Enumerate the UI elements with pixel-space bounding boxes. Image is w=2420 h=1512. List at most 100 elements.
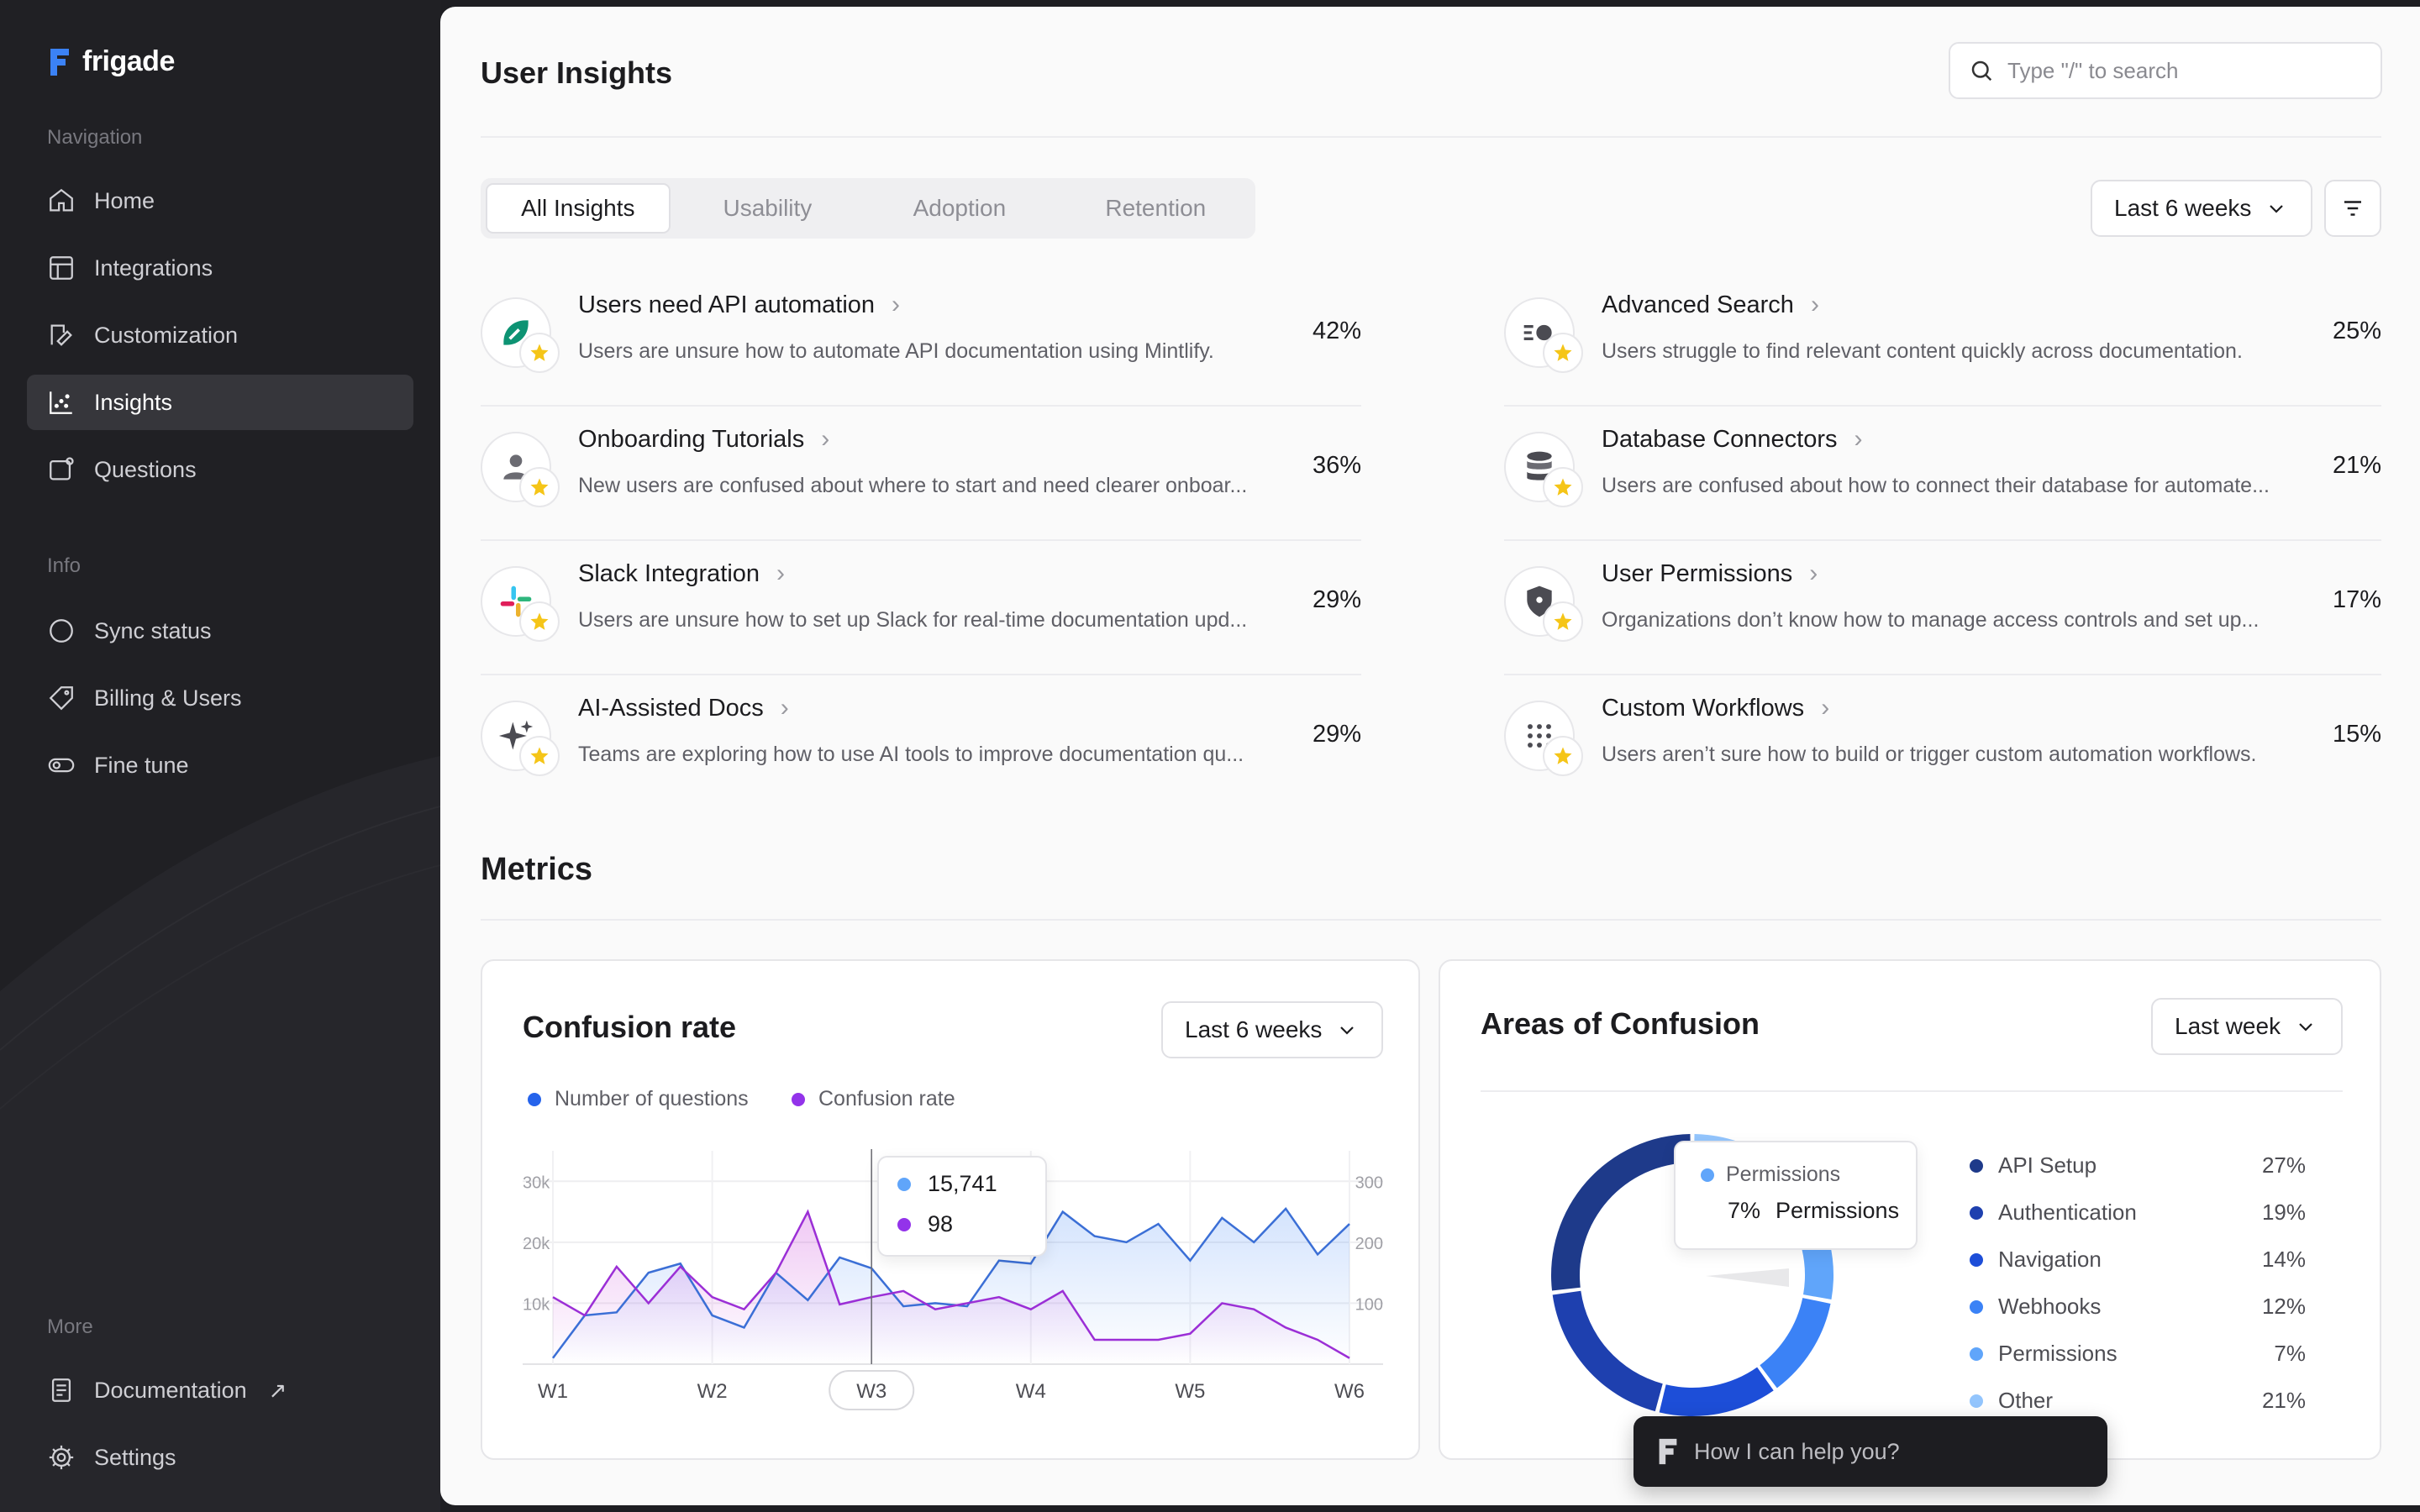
donut-slice-webhooks — [1760, 1298, 1831, 1389]
x-tick-highlight-pill — [829, 1370, 915, 1410]
legend-label: Number of questions — [555, 1087, 749, 1110]
sidebar-item-fine-tune[interactable]: Fine tune — [27, 738, 413, 793]
insight-title[interactable]: Advanced Search › — [1602, 291, 1819, 319]
insight-title[interactable]: Users need API automation › — [578, 291, 900, 319]
legend-value: 21% — [2261, 1388, 2306, 1413]
tab-usability[interactable]: Usability — [723, 195, 813, 221]
insight-percentage: 36% — [1312, 452, 1361, 479]
insight-title[interactable]: Database Connectors › — [1602, 425, 1863, 454]
insight-title[interactable]: AI-Assisted Docs › — [578, 694, 789, 722]
insight-badge — [519, 601, 560, 642]
range-dropdown[interactable]: Last 6 weeks — [2091, 180, 2312, 237]
sidebar-item-label: Integrations — [94, 255, 213, 281]
insight-title-text: Custom Workflows — [1602, 694, 1805, 722]
chart-tooltip: 15,741 98 — [877, 1156, 1047, 1257]
search-box[interactable] — [1949, 42, 2382, 99]
confusion-line-chart[interactable]: 30k 20k 10k 300 200 100 W1 W2 W3 W4 W5 W6 — [482, 961, 1422, 1462]
sidebar-item-label: Home — [94, 187, 155, 213]
legend-item-questions[interactable]: Number of questions — [528, 1087, 749, 1111]
donut-slice-authentication — [1552, 1290, 1663, 1412]
insight-tabs: All Insights Usability Adoption Retentio… — [481, 178, 1255, 239]
chevron-down-icon — [2299, 1023, 2312, 1032]
insight-row[interactable]: Users need API automation › Users are uns… — [481, 272, 1361, 407]
chevron-right-icon: › — [776, 559, 786, 587]
insight-row[interactable]: AI-Assisted Docs › Teams are exploring ho… — [481, 675, 1361, 810]
chat-assistant-bar[interactable] — [1634, 1416, 2107, 1487]
sidebar-item-documentation[interactable]: Documentation ↗ — [27, 1362, 413, 1418]
sidebar-item-billing-users[interactable]: Billing & Users — [27, 670, 413, 726]
tooltip-name: Permissions — [1776, 1198, 1900, 1223]
slack-icon — [500, 585, 532, 617]
sidebar-item-integrations[interactable]: Integrations — [27, 240, 413, 296]
x-tick-label: W1 — [538, 1380, 568, 1403]
insight-row[interactable]: Custom Workflows › Users aren’t sure how … — [1504, 675, 2381, 810]
sidebar-item-insights[interactable]: Insights — [27, 375, 413, 430]
insight-description: Users are unsure how to automate API doc… — [578, 339, 1214, 363]
sidebar-item-customization[interactable]: Customization — [27, 307, 413, 363]
circle-icon — [50, 619, 73, 643]
sidebar-item-sync-status[interactable]: Sync status — [27, 603, 413, 659]
insight-row[interactable]: Slack Integration › Users are unsure how … — [481, 541, 1361, 675]
x-tick-label: W4 — [1016, 1380, 1046, 1403]
search-input[interactable] — [2007, 57, 2360, 84]
tab-retention[interactable]: Retention — [1105, 195, 1207, 221]
insight-row[interactable]: Onboarding Tutorials › New users are conf… — [481, 407, 1361, 541]
insight-row[interactable]: User Permissions › Organizations don’t kn… — [1504, 541, 2381, 675]
legend-item-navigation[interactable]: Navigation 14% — [1970, 1247, 2306, 1273]
confusion-area-fill — [553, 1211, 1349, 1364]
search-list-icon — [1523, 324, 1552, 341]
legend-dot — [528, 1092, 541, 1106]
legend-dot — [1970, 1394, 1983, 1408]
home-icon — [50, 188, 73, 212]
legend-item-authentication[interactable]: Authentication 19% — [1970, 1200, 2306, 1226]
insight-row[interactable]: Database Connectors › Users are confused … — [1504, 407, 2381, 541]
grid-icon — [50, 256, 73, 280]
insight-percentage: 15% — [2332, 721, 2381, 748]
legend-item-webhooks[interactable]: Webhooks 12% — [1970, 1294, 2306, 1320]
tab-all-insights[interactable]: All Insights — [486, 183, 671, 234]
insight-title[interactable]: User Permissions › — [1602, 559, 1818, 588]
sidebar-item-questions[interactable]: Questions — [27, 442, 413, 497]
legend-label: API Setup — [1998, 1152, 2097, 1178]
insight-badge — [519, 736, 560, 776]
brush-icon — [50, 324, 72, 346]
confusion-range-dropdown[interactable]: Last 6 weeks — [1161, 1001, 1383, 1058]
section-label-info: Info — [47, 554, 82, 577]
filter-button[interactable] — [2324, 180, 2381, 237]
tooltip-confusion: 98 — [897, 1211, 953, 1237]
legend-item-confusion[interactable]: Confusion rate — [792, 1087, 955, 1111]
range-label: Last 6 weeks — [2114, 195, 2252, 221]
donut-tooltip: Permissions 7% Permissions — [1674, 1141, 1918, 1250]
insight-icon — [1504, 566, 1575, 637]
donut-slice-api-setup — [1551, 1134, 1691, 1291]
frigade-logo-icon — [50, 48, 69, 76]
metrics-divider — [481, 919, 2381, 921]
star-badge-icon — [1554, 478, 1572, 496]
insight-title[interactable]: Slack Integration › — [578, 559, 785, 588]
insight-badge — [519, 467, 560, 507]
legend-label: Navigation — [1998, 1247, 2102, 1272]
chat-input[interactable] — [1694, 1438, 2097, 1465]
sidebar-item-home[interactable]: Home — [27, 173, 413, 228]
legend-item-api-setup[interactable]: API Setup 27% — [1970, 1152, 2306, 1179]
section-label-more: More — [47, 1315, 93, 1338]
y-tick-label-left: 20k — [523, 1235, 550, 1253]
insight-title[interactable]: Onboarding Tutorials › — [578, 425, 829, 454]
legend-item-other[interactable]: Other 21% — [1970, 1388, 2306, 1414]
sidebar-item-label: Insights — [94, 389, 173, 415]
frigade-logo-icon — [1659, 1438, 1677, 1465]
insight-title[interactable]: Custom Workflows › — [1602, 694, 1829, 722]
sidebar-item-label: Questions — [94, 456, 197, 482]
star-badge-icon — [530, 478, 549, 496]
sidebar-item-settings[interactable]: Settings — [27, 1430, 413, 1485]
insight-row[interactable]: Advanced Search › Users struggle to find … — [1504, 272, 2381, 407]
row-divider — [481, 674, 1361, 675]
tab-adoption[interactable]: Adoption — [913, 195, 1007, 221]
areas-range-dropdown[interactable]: Last week — [2151, 998, 2343, 1055]
tooltip-dot — [897, 1177, 911, 1191]
brand[interactable]: frigade — [47, 45, 175, 78]
insight-percentage: 29% — [1312, 721, 1361, 748]
brand-name: frigade — [82, 45, 175, 77]
confusion-rate-card: Confusion rate Last 6 weeks Number of qu… — [481, 959, 1420, 1460]
legend-item-permissions[interactable]: Permissions 7% — [1970, 1341, 2306, 1367]
